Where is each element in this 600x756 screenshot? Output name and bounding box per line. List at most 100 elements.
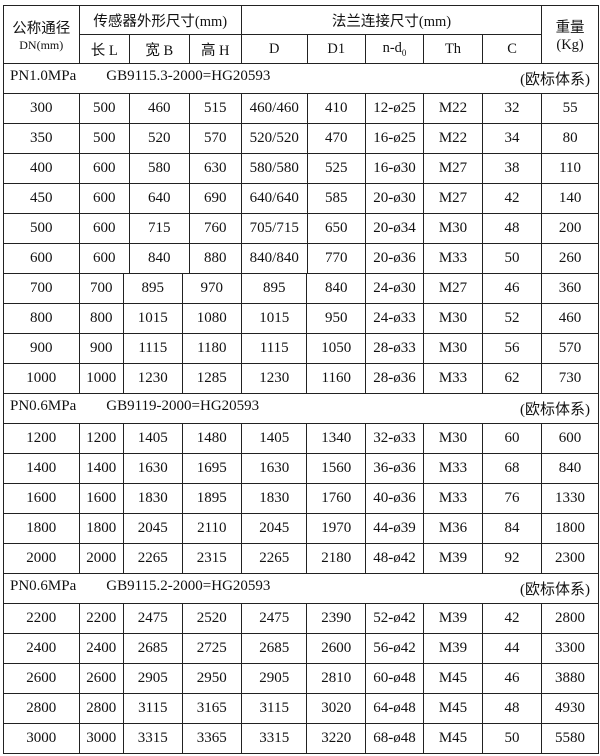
cell-length: 2800 [78,692,124,724]
cell-dn: 3000 [3,722,80,754]
cell-weight: 360 [540,272,599,304]
cell-weight: 55 [541,93,600,124]
table-row: 2800 2800 3115 3165 3115 3020 64-ø48 M45 48 4930 [3,692,599,724]
cell-height: 2110 [181,512,242,544]
cell-n-d0: 48-ø42 [364,542,424,574]
cell-c: 62 [481,362,542,394]
cell-n-d0: 24-ø30 [364,272,424,304]
header-n-d0: n-d0 [365,34,424,64]
cell-weight: 140 [541,183,600,214]
cell-weight: 110 [541,153,600,184]
cell-d1: 1050 [306,332,366,364]
dn-unit: DN(mm) [19,37,64,52]
cell-length: 600 [78,183,130,214]
cell-width: 2475 [123,602,183,634]
cell-d: 2475 [240,602,308,634]
cell-dn: 2800 [3,692,80,724]
header-flange-dimensions: 法兰连接尺寸(mm) [240,5,543,35]
cell-th: M39 [422,632,483,664]
cell-width: 840 [129,243,190,274]
cell-length: 600 [78,213,130,244]
cell-d1: 1160 [306,362,366,394]
cell-height: 2520 [181,602,242,634]
pressure-rating: PN1.0MPa [10,68,77,84]
cell-d1: 1970 [306,512,366,544]
cell-length: 1400 [78,452,124,484]
table-row: 1400 1400 1630 1695 1630 1560 36-ø36 M33 68 840 [3,452,599,484]
table-row: 2200 2200 2475 2520 2475 2390 52-ø42 M39 42 2800 [3,602,599,634]
cell-c: 42 [481,183,543,214]
cell-width: 460 [129,93,190,124]
cell-n-d0: 64-ø48 [364,692,424,724]
cell-d1: 2810 [306,662,366,694]
cell-d: 1405 [240,422,308,454]
dimension-table: 公称通径 DN(mm) 传感器外形尺寸(mm) 法兰连接尺寸(mm) 重量 (Kg)… [2,5,600,754]
section-header: PN0.6MPa GB9119-2000=HG20593 (欧标体系) [3,392,599,424]
cell-d: 705/715 [241,213,308,244]
cell-dn: 2400 [3,632,80,664]
cell-weight: 80 [541,123,600,154]
cell-height: 2950 [181,662,242,694]
cell-th: M33 [423,243,483,274]
cell-width: 3115 [123,692,183,724]
table-row: 1800 1800 2045 2110 2045 1970 44-ø39 M36 84 1800 [3,512,599,544]
header-length: 长 L [78,34,130,64]
cell-n-d0: 24-ø33 [364,302,424,334]
table-row: 300 500 460 515 460/460 410 12-ø25 M22 32 55 [3,93,600,124]
cell-d: 2685 [240,632,308,664]
cell-length: 600 [78,153,130,184]
cell-dn: 300 [3,93,80,124]
cell-height: 690 [188,183,242,214]
weight-unit: (Kg) [556,36,584,53]
cell-d1: 1560 [306,452,366,484]
cell-c: 34 [481,123,543,154]
cell-c: 76 [481,482,542,514]
cell-th: M22 [423,93,483,124]
cell-d: 520/520 [241,123,308,154]
cell-width: 3315 [123,722,183,754]
pressure-rating: PN0.6MPa [10,397,77,414]
cell-width: 1015 [123,302,183,334]
header-weight: 重量 (Kg) [541,5,600,64]
cell-height: 1180 [181,332,242,364]
section-header: PN1.0MPa GB9115.3-2000=HG20593 (欧标体系) [2,63,600,94]
cell-n-d0: 68-ø48 [364,722,424,754]
cell-n-d0: 20-ø30 [365,183,424,214]
cell-n-d0: 16-ø30 [365,153,424,184]
cell-length: 700 [78,272,124,304]
cell-th: M27 [423,183,483,214]
cell-length: 500 [78,123,130,154]
cell-height: 1895 [181,482,242,514]
cell-c: 44 [481,632,542,664]
cell-width: 1630 [123,452,183,484]
cell-height: 1480 [181,422,242,454]
cell-dn: 700 [3,272,80,304]
cell-th: M39 [422,602,483,634]
table-row: 1600 1600 1830 1895 1830 1760 40-ø36 M33 76 1330 [3,482,599,514]
standard-system: (欧标体系) [520,72,591,88]
header-d1: D1 [306,34,366,64]
cell-dn: 600 [3,243,80,274]
pressure-rating: PN0.6MPa [10,577,77,594]
section-row: PN0.6MPa GB9115.2-2000=HG20593 (欧标体系) [3,572,599,604]
cell-length: 1800 [78,512,124,544]
cell-height: 3165 [181,692,242,724]
cell-height: 1080 [181,302,242,334]
table-row: 2400 2400 2685 2725 2685 2600 56-ø42 M39 44 3300 [3,632,599,664]
table-row: 1000 1000 1230 1285 1230 1160 28-ø36 M33 62 730 [3,362,599,394]
cell-dn: 350 [3,123,80,154]
cell-weight: 2300 [540,542,599,574]
cell-weight: 840 [540,452,599,484]
cell-d: 1830 [240,482,308,514]
cell-d: 580/580 [241,153,308,184]
cell-height: 3365 [181,722,242,754]
n-d-label: n-d [382,40,402,57]
cell-n-d0: 32-ø33 [364,422,424,454]
cell-d: 1115 [240,332,308,364]
dn-label: 公称通径 [12,20,71,37]
table-row: 3000 3000 3315 3365 3315 3220 68-ø48 M45 50 5580 [3,722,599,754]
cell-c: 60 [481,422,542,454]
cell-d1: 585 [306,183,366,214]
cell-height: 570 [188,123,242,154]
cell-height: 880 [188,243,242,274]
